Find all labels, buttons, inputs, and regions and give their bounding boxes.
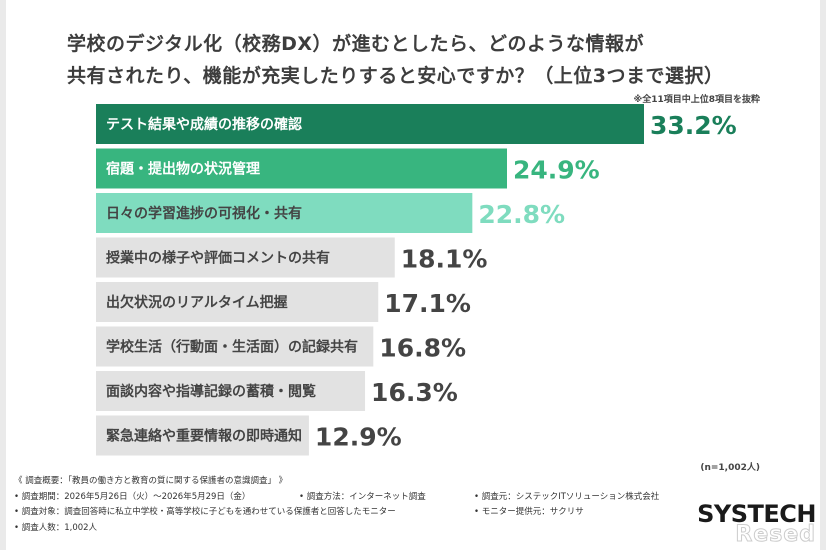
chart-title: 学校のデジタル化（校務DX）が進むとしたら、どのような情報が 共有されたり、機能… (67, 28, 767, 92)
bar-label-4: 授業中の様子や評価コメントの共有 (106, 250, 330, 267)
bar-value-7: 16.3% (371, 378, 458, 407)
bar-label-5: 出欠状況のリアルタイム把握 (106, 294, 288, 311)
survey-footer: 《 調査概要：「教員の働き方と教育の質に関する保護者の意識調査」 》 • 調査期… (14, 474, 714, 536)
footer-organizer: • 調査元：システックITソリューション株式会社 (474, 491, 660, 502)
title-line-2: 共有されたり、機能が充実したりすると安心ですか？（上位3つまで選択） (67, 65, 724, 87)
bar-label-2: 宿題・提出物の状況管理 (106, 161, 260, 178)
footer-survey-title: 《 調査概要：「教員の働き方と教育の質に関する保護者の意識調査」 》 (14, 476, 288, 486)
footer-row-2: • 調査期間：2026年5月26日（火）～2026年5月29日（金） • 調査方… (14, 490, 714, 506)
bar-2 (96, 148, 507, 189)
bar-value-8: 12.9% (315, 423, 402, 452)
footer-row-3: • 調査対象：調査回答時に私立中学校・高等学校に子どもを通わせている保護者と回答… (14, 505, 714, 521)
bar-label-3: 日々の学習進捗の可視化・共有 (106, 205, 302, 222)
bar-label-7: 面談内容や指導記録の蓄積・閲覧 (106, 383, 316, 400)
footer-count: • 調査人数：1,002人 (14, 522, 98, 533)
bar-label-1: テスト結果や成績の推移の確認 (106, 116, 302, 133)
bar-label-6: 学校生活（行動面・生活面）の記録共有 (106, 339, 358, 356)
bar-6 (96, 326, 374, 367)
footer-target: • 調査対象：調査回答時に私立中学校・高等学校に子どもを通わせている保護者と回答… (14, 507, 396, 517)
title-line-1: 学校のデジタル化（校務DX）が進むとしたら、どのような情報が (67, 33, 645, 55)
bar-7 (96, 371, 366, 411)
sample-size-note: (n=1,002人) (700, 463, 760, 473)
bar-value-4: 18.1% (401, 245, 488, 274)
footer-period: • 調査期間：2026年5月26日（火）～2026年5月29日（金） (14, 491, 251, 502)
bar-label-8: 緊急連絡や重要情報の即時通知 (106, 428, 302, 445)
footer-provider: • モニター提供元：サクリサ (474, 507, 584, 517)
bar-5 (96, 282, 379, 322)
bar-3 (96, 193, 473, 233)
selection-note: ※全11項目中上位8項目を抜粋 (633, 95, 760, 105)
bar-value-2: 24.9% (513, 156, 600, 185)
bar-8 (96, 415, 309, 456)
bar-value-6: 16.8% (379, 334, 466, 363)
bar-value-3: 22.8% (478, 200, 565, 229)
watermark-logo: Resed (735, 522, 816, 548)
footer-method: • 調査方法：インターネット調査 (299, 491, 426, 502)
bar-1 (96, 104, 644, 144)
bar-4 (96, 237, 395, 278)
company-logo: SYSTECH (697, 500, 816, 528)
bar-value-5: 17.1% (384, 289, 471, 318)
bar-value-1: 33.2% (650, 111, 737, 140)
